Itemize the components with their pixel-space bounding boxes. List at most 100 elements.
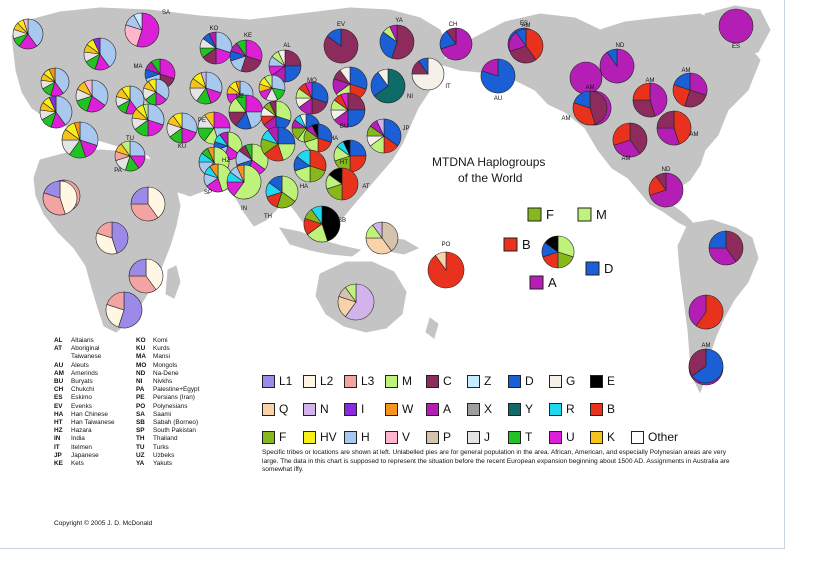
pie-slice-l1 xyxy=(128,258,147,277)
pie-slice-w xyxy=(74,121,81,141)
pie-label: MA xyxy=(134,64,143,70)
legend-swatch xyxy=(262,402,275,416)
pie-slice-m xyxy=(557,235,575,258)
pie-slice-m xyxy=(233,164,262,200)
pie-chart xyxy=(130,186,166,222)
legend-swatch xyxy=(467,402,480,416)
pie-slice-c xyxy=(446,27,457,45)
abbreviation-row: YA Yakuts xyxy=(136,460,236,468)
legend-item-p: P xyxy=(426,430,461,444)
legend-item-k: K xyxy=(590,430,625,444)
pie-slice-b xyxy=(673,110,692,145)
arabia-landmass xyxy=(145,147,213,197)
abbreviation-name: Aboriginal xyxy=(71,345,100,353)
pie-chart-at: AT xyxy=(325,167,370,201)
abbreviation-name: Mongols xyxy=(153,361,178,369)
abbreviation-name: Eskimo xyxy=(71,394,92,402)
pie-slice-l1 xyxy=(43,180,61,199)
legend-label: U xyxy=(566,430,575,444)
legend-item-j: J xyxy=(467,430,502,444)
pie-chart-am: AM xyxy=(672,68,708,108)
abbreviation-code: ES xyxy=(54,394,63,402)
legend-label: M xyxy=(402,374,412,388)
pie-chart xyxy=(260,126,296,162)
legend-item-l1: L1 xyxy=(262,374,297,388)
pie-label: YA xyxy=(395,18,403,24)
abbreviation-row: KO Komi xyxy=(136,337,236,345)
callout-label-m: M xyxy=(596,207,607,222)
legend-item-l2: L2 xyxy=(303,374,338,388)
pie-slice-hv xyxy=(121,85,131,101)
pie-slice-d xyxy=(326,28,342,47)
abbreviation-code: UZ xyxy=(136,451,145,459)
legend-item-z: Z xyxy=(467,374,502,388)
copyright-notice: Copyright © 2005 J. D. McDonald xyxy=(54,520,153,527)
legend-label: F xyxy=(279,430,287,444)
callout-layer: F M B D A xyxy=(503,207,613,290)
callout-label-d: D xyxy=(604,261,613,276)
pie-label: TH xyxy=(264,214,272,220)
abbreviation-code: KE xyxy=(54,460,63,468)
pie-chart-bu: BU xyxy=(330,92,366,130)
abbreviation-name: Mansi xyxy=(153,353,171,361)
callout-label-a: A xyxy=(548,275,557,290)
abbreviation-name: Komi xyxy=(153,337,168,344)
abbreviation-row: SB Sabah (Borneo) xyxy=(136,419,236,427)
abbreviation-row: KE Kets xyxy=(54,460,154,468)
pie-slice-r xyxy=(296,149,311,167)
legend-item-n: N xyxy=(303,402,338,416)
pie-slice-d xyxy=(311,81,329,104)
pie-label: ES xyxy=(732,44,740,50)
pie-label: IN xyxy=(241,206,247,212)
pie-slice-c xyxy=(688,348,707,377)
pie-slice-d xyxy=(349,66,368,90)
abbreviation-code: IN xyxy=(54,435,61,443)
pie-chart-ha: HA xyxy=(293,149,327,190)
pie-slice-u xyxy=(340,92,349,111)
abbreviation-name: Sabah (Borneo) xyxy=(153,419,199,427)
pie-chart-ni: NI xyxy=(370,68,413,104)
legend-label: G xyxy=(566,374,576,388)
pie-label: AM xyxy=(682,68,691,74)
abbreviation-name: Evenks xyxy=(71,402,92,410)
pie-slice-m xyxy=(263,74,273,89)
pie-slice-b xyxy=(309,149,327,172)
pie-slice-l2 xyxy=(145,258,164,291)
pie-slice-q xyxy=(435,251,447,271)
abbreviation-name: India xyxy=(71,435,85,443)
legend-swatch xyxy=(631,430,644,444)
pie-chart-am: AM xyxy=(632,78,668,118)
pie-slice-r xyxy=(311,205,323,225)
pie-chart-in: IN xyxy=(226,164,262,212)
pie-label: AM xyxy=(690,132,699,138)
abbreviation-row: PO Polynesians xyxy=(136,403,236,411)
abbreviation-code: SB xyxy=(136,419,145,427)
pie-chart-ke: KE xyxy=(229,33,263,73)
pie-label: SB xyxy=(338,218,346,224)
legend-label: X xyxy=(484,402,493,416)
pie-slice-hv xyxy=(147,78,157,93)
legend-swatch xyxy=(590,430,603,444)
pie-label: AM xyxy=(622,156,631,162)
pie-label: AM xyxy=(702,343,711,349)
pie-slice-b xyxy=(632,82,651,101)
pie-slice-d xyxy=(573,90,591,109)
abbreviation-row: TU Turks xyxy=(136,444,236,452)
pie-chart-ko: KO xyxy=(199,26,233,65)
pie-label: EV xyxy=(337,22,345,28)
pie-slice-w xyxy=(236,164,245,183)
pie-slice-g xyxy=(411,57,445,91)
legend-swatch xyxy=(508,430,521,444)
pie-label: HT xyxy=(340,160,348,166)
pie-chart-sa: SA xyxy=(124,10,170,48)
pie-label: MO xyxy=(307,78,317,84)
abbreviation-row: KU Kurds xyxy=(136,345,236,353)
abbreviation-name: Aleuts xyxy=(71,361,89,369)
abbreviation-code: EV xyxy=(54,402,63,410)
pie-slice-h xyxy=(155,78,170,101)
legend-label: B xyxy=(607,402,616,416)
pie-label: TU xyxy=(126,136,134,142)
legend-item-a: A xyxy=(426,402,461,416)
